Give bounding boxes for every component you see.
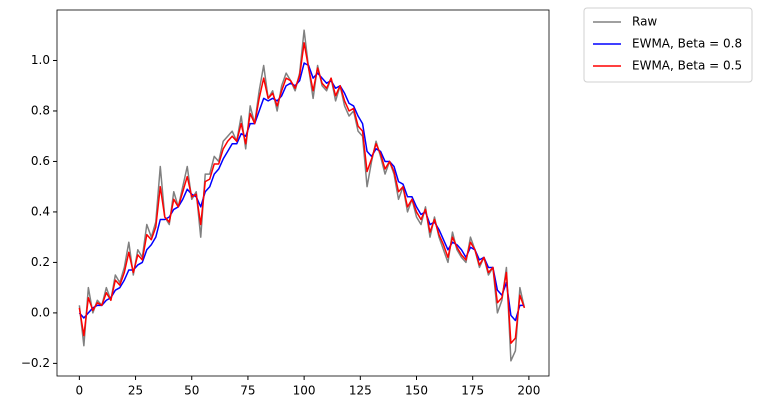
series-line: [78, 62, 525, 322]
y-tick-label: 0.4: [31, 204, 50, 218]
y-tick-label: 0.8: [31, 103, 50, 117]
x-tick-label: 25: [128, 384, 143, 398]
legend-box: [583, 7, 753, 83]
x-tick-label: 0: [76, 384, 84, 398]
y-tick-label: −0.2: [21, 356, 50, 370]
x-tick-label: 50: [184, 384, 199, 398]
x-tick-label: 75: [240, 384, 255, 398]
x-tick-label: 150: [405, 384, 428, 398]
series-line: [78, 29, 526, 362]
series-line: [78, 42, 526, 344]
x-tick-label: 200: [517, 384, 540, 398]
legend-label: Raw: [632, 15, 657, 29]
x-tick-label: 100: [293, 384, 316, 398]
y-tick-label: 0.0: [31, 305, 50, 319]
legend-label: EWMA, Beta = 0.8: [632, 37, 742, 51]
axes-frame: [56, 9, 550, 377]
x-tick-label: 125: [349, 384, 372, 398]
legend: Raw EWMA, Beta = 0.8 EWMA, Beta = 0.5: [583, 7, 753, 83]
y-tick-label: 0.6: [31, 154, 50, 168]
y-tick-label: 0.2: [31, 255, 50, 269]
y-tick-label: 1.0: [31, 53, 50, 67]
x-tick-label: 175: [461, 384, 484, 398]
legend-label: EWMA, Beta = 0.5: [632, 59, 742, 73]
